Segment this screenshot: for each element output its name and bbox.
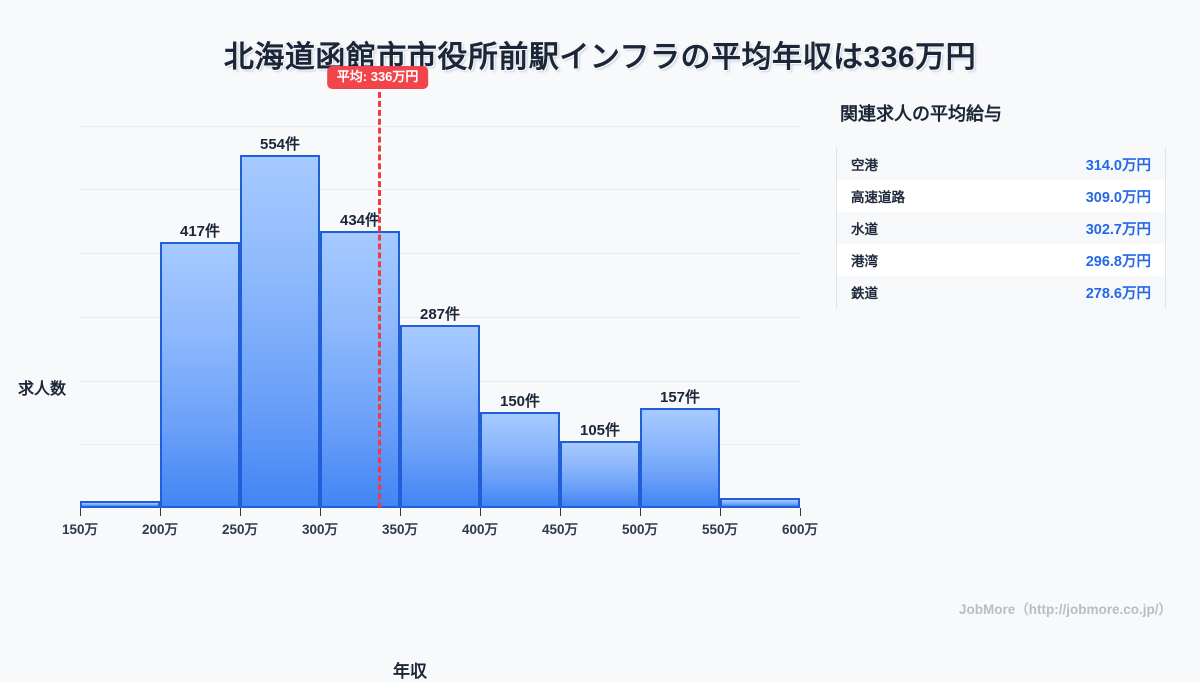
x-axis-tick-label: 600万 (781, 522, 819, 537)
x-axis-tick-label: 150万 (61, 522, 99, 537)
x-axis-tick-label: 350万 (381, 522, 419, 537)
histogram-bar (480, 412, 560, 508)
table-row-label: 港湾 (851, 254, 878, 269)
table-row[interactable]: 港湾 296.8万円 (837, 244, 1165, 276)
x-axis-tick-label: 450万 (541, 522, 579, 537)
bar-value-label: 150件 (499, 393, 541, 411)
table-row-value: 309.0万円 (1085, 189, 1151, 206)
y-axis-title: 求人数 (18, 381, 67, 398)
table-row[interactable]: 空港 314.0万円 (837, 148, 1165, 180)
table-row-value: 278.6万円 (1085, 285, 1151, 302)
table-row-label: 高速道路 (851, 190, 905, 205)
x-axis-tick-label: 550万 (701, 522, 739, 537)
plot-area: 417件 554件 434件 287件 150件 105件 157件 150万 200万 250万… (62, 66, 818, 537)
gridline (80, 316, 800, 318)
bar-value-label: 105件 (579, 422, 621, 440)
page-title: 北海道函館市市役所前駅インフラの平均年収は336万円 (223, 41, 977, 74)
salary-table: 空港 314.0万円高速道路 309.0万円水道 302.7万円港湾 296.8万円鉄道… (836, 148, 1166, 308)
x-axis-tick (400, 508, 401, 516)
histogram-bar (240, 154, 320, 508)
table-row[interactable]: 水道 302.7万円 (837, 212, 1165, 244)
table-row[interactable]: 鉄道 278.6万円 (837, 276, 1165, 308)
bar-value-label: 554件 (259, 135, 301, 153)
table-row[interactable]: 高速道路 309.0万円 (837, 180, 1165, 212)
bar-value-label: 157件 (659, 388, 701, 406)
footer-watermark: JobMore（http://jobmore.co.jp/） (959, 602, 1172, 617)
x-axis-tick (320, 508, 321, 516)
table-row-label: 鉄道 (851, 286, 878, 301)
gridline (80, 189, 800, 191)
table-row-value: 296.8万円 (1085, 253, 1151, 270)
average-salary-line (377, 92, 381, 508)
histogram-bar (640, 407, 720, 508)
x-axis-tick-label: 400万 (461, 522, 499, 537)
related-salary-panel: 関連求人の平均給与 空港 314.0万円高速道路 309.0万円水道 302.7万円港… (836, 100, 1166, 308)
x-axis-tick (640, 508, 641, 516)
bar-value-label: 434件 (339, 212, 381, 230)
average-salary-badge: 平均: 336万円 (326, 66, 429, 90)
x-axis-tick (720, 508, 721, 516)
histogram-bar (320, 231, 400, 508)
x-axis-tick (480, 508, 481, 516)
bar-value-label: 287件 (419, 306, 461, 324)
x-axis-tick (80, 508, 81, 516)
histogram-bar (560, 441, 640, 508)
table-row-value: 314.0万円 (1085, 157, 1151, 174)
x-axis-tick (560, 508, 561, 516)
x-axis-tick (160, 508, 161, 516)
x-axis-tick-label: 500万 (621, 522, 659, 537)
gridline (80, 125, 800, 127)
histogram-bar (80, 501, 160, 508)
sidebar-title: 関連求人の平均給与 (840, 104, 1002, 124)
x-axis-tick (240, 508, 241, 516)
histogram-bar (160, 242, 240, 508)
table-row-label: 空港 (851, 158, 878, 173)
table-row-label: 水道 (851, 222, 878, 237)
x-axis-tick-label: 250万 (221, 522, 259, 537)
histogram-bar (400, 325, 480, 508)
x-axis-tick-label: 300万 (301, 522, 339, 537)
page-root: 北海道函館市市役所前駅インフラの平均年収は336万円 求人数 417件 554件 4… (0, 41, 1172, 681)
x-axis-tick-label: 200万 (141, 522, 179, 537)
x-axis-title: 年収 (393, 662, 427, 681)
table-row-value: 302.7万円 (1085, 221, 1151, 238)
bar-value-label: 417件 (179, 223, 221, 241)
gridline (80, 253, 800, 254)
histogram-bar (720, 497, 800, 508)
histogram-chart: 求人数 417件 554件 434件 287件 150件 105件 157件 150万 200万… (0, 66, 820, 681)
x-axis-tick (800, 508, 801, 516)
